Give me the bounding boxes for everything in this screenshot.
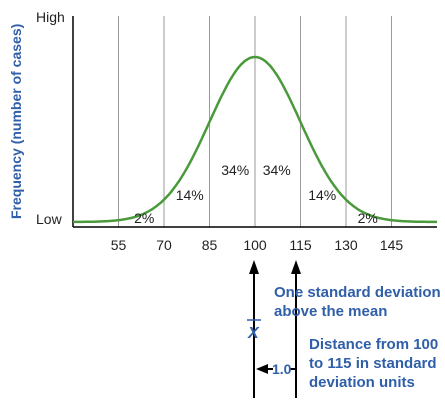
- normal-curve: [73, 55, 437, 224]
- x-tick-145: 145: [380, 237, 404, 253]
- sd-note-line-2: above the mean: [274, 303, 388, 320]
- mean-symbol: X: [247, 325, 260, 342]
- band-label-0: 2%: [134, 210, 154, 226]
- y-axis-label: Frequency (number of cases): [8, 24, 24, 219]
- distance-value: 1.0: [272, 361, 292, 377]
- band-label-2: 34%: [221, 162, 249, 178]
- distance-note: Distance from 100 to 115 in standard dev…: [309, 335, 438, 392]
- band-label-1: 14%: [176, 187, 204, 203]
- distance-note-line-1: Distance from 100: [309, 336, 439, 353]
- y-tick-low: Low: [36, 211, 63, 227]
- band-label-4: 14%: [308, 187, 336, 203]
- axes: High Low Frequency (number of cases): [8, 9, 437, 228]
- x-tick-100: 100: [243, 237, 267, 253]
- band-label-5: 2%: [358, 210, 378, 226]
- distance-arrow-head: [256, 364, 268, 374]
- y-tick-high: High: [36, 9, 65, 25]
- grid-lines: [118, 16, 392, 227]
- mean-arrow-head: [249, 260, 259, 274]
- x-tick-70: 70: [156, 237, 172, 253]
- band-label-3: 34%: [263, 162, 291, 178]
- x-tick-130: 130: [334, 237, 358, 253]
- x-tick-labels: 55 70 85 100 115 130 145: [111, 237, 404, 253]
- x-tick-85: 85: [202, 237, 218, 253]
- x-tick-115: 115: [289, 237, 312, 253]
- sd-arrow-head: [291, 260, 301, 274]
- sd-note: One standard deviation above the mean: [274, 283, 441, 321]
- distance-note-line-2: to 115 in standard: [309, 355, 437, 372]
- distance-note-line-3: deviation units: [309, 374, 415, 391]
- annotation-arrows: X 1.0: [247, 260, 301, 398]
- band-percentages: 2% 14% 34% 34% 14% 2%: [134, 162, 378, 226]
- sd-note-line-1: One standard deviation: [274, 284, 441, 301]
- x-tick-55: 55: [111, 237, 127, 253]
